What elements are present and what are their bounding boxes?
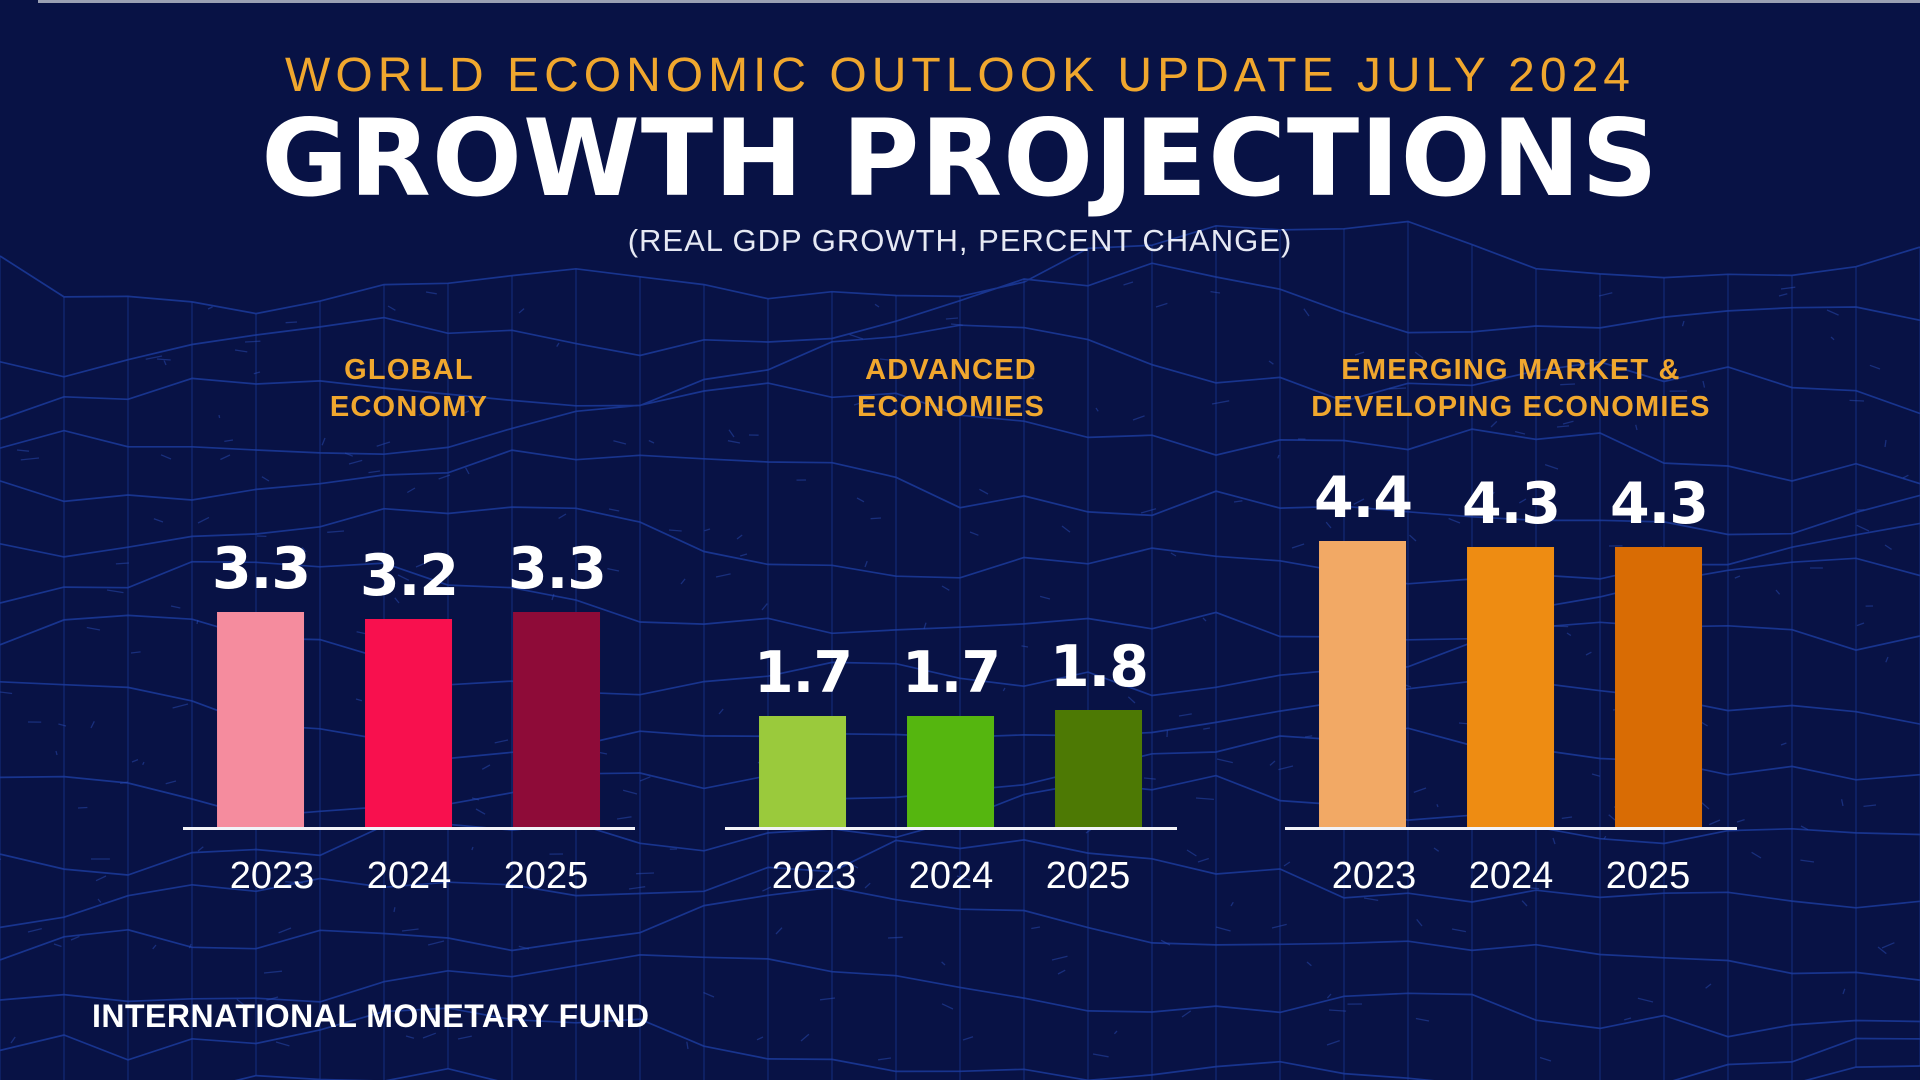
axis-baseline xyxy=(1285,827,1737,830)
bar-value-label: 4.3 xyxy=(1462,471,1561,537)
year-label: 2023 xyxy=(771,855,857,897)
chart-group-2: EMERGING MARKET & DEVELOPING ECONOMIES 4.4… xyxy=(1251,0,1771,1080)
bar-value-label: 3.3 xyxy=(507,536,607,602)
year-label: 2025 xyxy=(1605,855,1691,897)
top-accent-line xyxy=(38,0,1920,3)
year-label: 2024 xyxy=(1468,855,1554,897)
bar-value-label: 3.3 xyxy=(212,536,311,602)
bar-cell: 1.7 xyxy=(902,640,1001,827)
group-title: ADVANCED ECONOMIES xyxy=(856,354,1046,424)
year-labels-row: 2023 2024 2025 xyxy=(229,855,590,898)
bar-2025 xyxy=(513,612,601,827)
bar-2024 xyxy=(1467,547,1555,827)
bars-row: 1.7 1.7 1.8 xyxy=(754,634,1149,827)
bar-value-label: 4.4 xyxy=(1314,465,1413,531)
year-label: 2024 xyxy=(366,855,452,897)
bar-cell: 3.3 xyxy=(507,536,607,827)
year-label: 2023 xyxy=(1331,855,1417,897)
bar-value-label: 4.3 xyxy=(1609,471,1709,537)
axis-baseline xyxy=(725,827,1177,830)
year-label: 2024 xyxy=(908,855,994,897)
group-title: GLOBAL ECONOMY xyxy=(329,354,489,424)
year-label: 2023 xyxy=(229,855,315,897)
year-labels-row: 2023 2024 2025 xyxy=(771,855,1132,898)
page-title: GROWTH PROJECTIONS xyxy=(261,97,1659,220)
bar-cell: 1.8 xyxy=(1049,634,1149,827)
bars-row: 4.4 4.3 4.3 xyxy=(1314,465,1709,827)
bar-cell: 4.3 xyxy=(1462,471,1561,827)
header: WORLD ECONOMIC OUTLOOK UPDATE JULY 2024 … xyxy=(0,48,1920,259)
bar-2023 xyxy=(217,612,305,827)
bar-2024 xyxy=(907,716,995,827)
report-kicker: WORLD ECONOMIC OUTLOOK UPDATE JULY 2024 xyxy=(285,49,1635,102)
bar-value-label: 1.8 xyxy=(1049,634,1149,700)
year-label: 2025 xyxy=(1045,855,1131,897)
bar-value-label: 3.2 xyxy=(360,543,459,609)
organization-name: INTERNATIONAL MONETARY FUND xyxy=(92,998,650,1034)
bar-cell: 4.4 xyxy=(1314,465,1413,827)
chart-group-0: GLOBAL ECONOMY 3.3 3.2 3.3 2023 2024 2025 xyxy=(149,0,669,1080)
bar-value-label: 1.7 xyxy=(902,640,1001,706)
bar-2025 xyxy=(1615,547,1703,827)
chart-group-1: ADVANCED ECONOMIES 1.7 1.7 1.8 2023 2024 2025 xyxy=(691,0,1211,1080)
year-labels-row: 2023 2024 2025 xyxy=(1331,855,1692,898)
bar-cell: 1.7 xyxy=(754,640,853,827)
bar-cell: 4.3 xyxy=(1609,471,1709,827)
bar-cell: 3.2 xyxy=(360,543,459,827)
bar-2024 xyxy=(365,619,453,827)
bar-cell: 3.3 xyxy=(212,536,311,827)
chart-subtitle: (REAL GDP GROWTH, PERCENT CHANGE) xyxy=(627,223,1293,259)
axis-baseline xyxy=(183,827,635,830)
bar-2023 xyxy=(759,716,847,827)
group-title: EMERGING MARKET & DEVELOPING ECONOMIES xyxy=(1311,354,1711,424)
bar-2025 xyxy=(1055,710,1143,827)
bar-2023 xyxy=(1319,541,1407,827)
bars-row: 3.3 3.2 3.3 xyxy=(212,536,607,827)
bar-value-label: 1.7 xyxy=(754,640,853,706)
year-label: 2025 xyxy=(503,855,589,897)
